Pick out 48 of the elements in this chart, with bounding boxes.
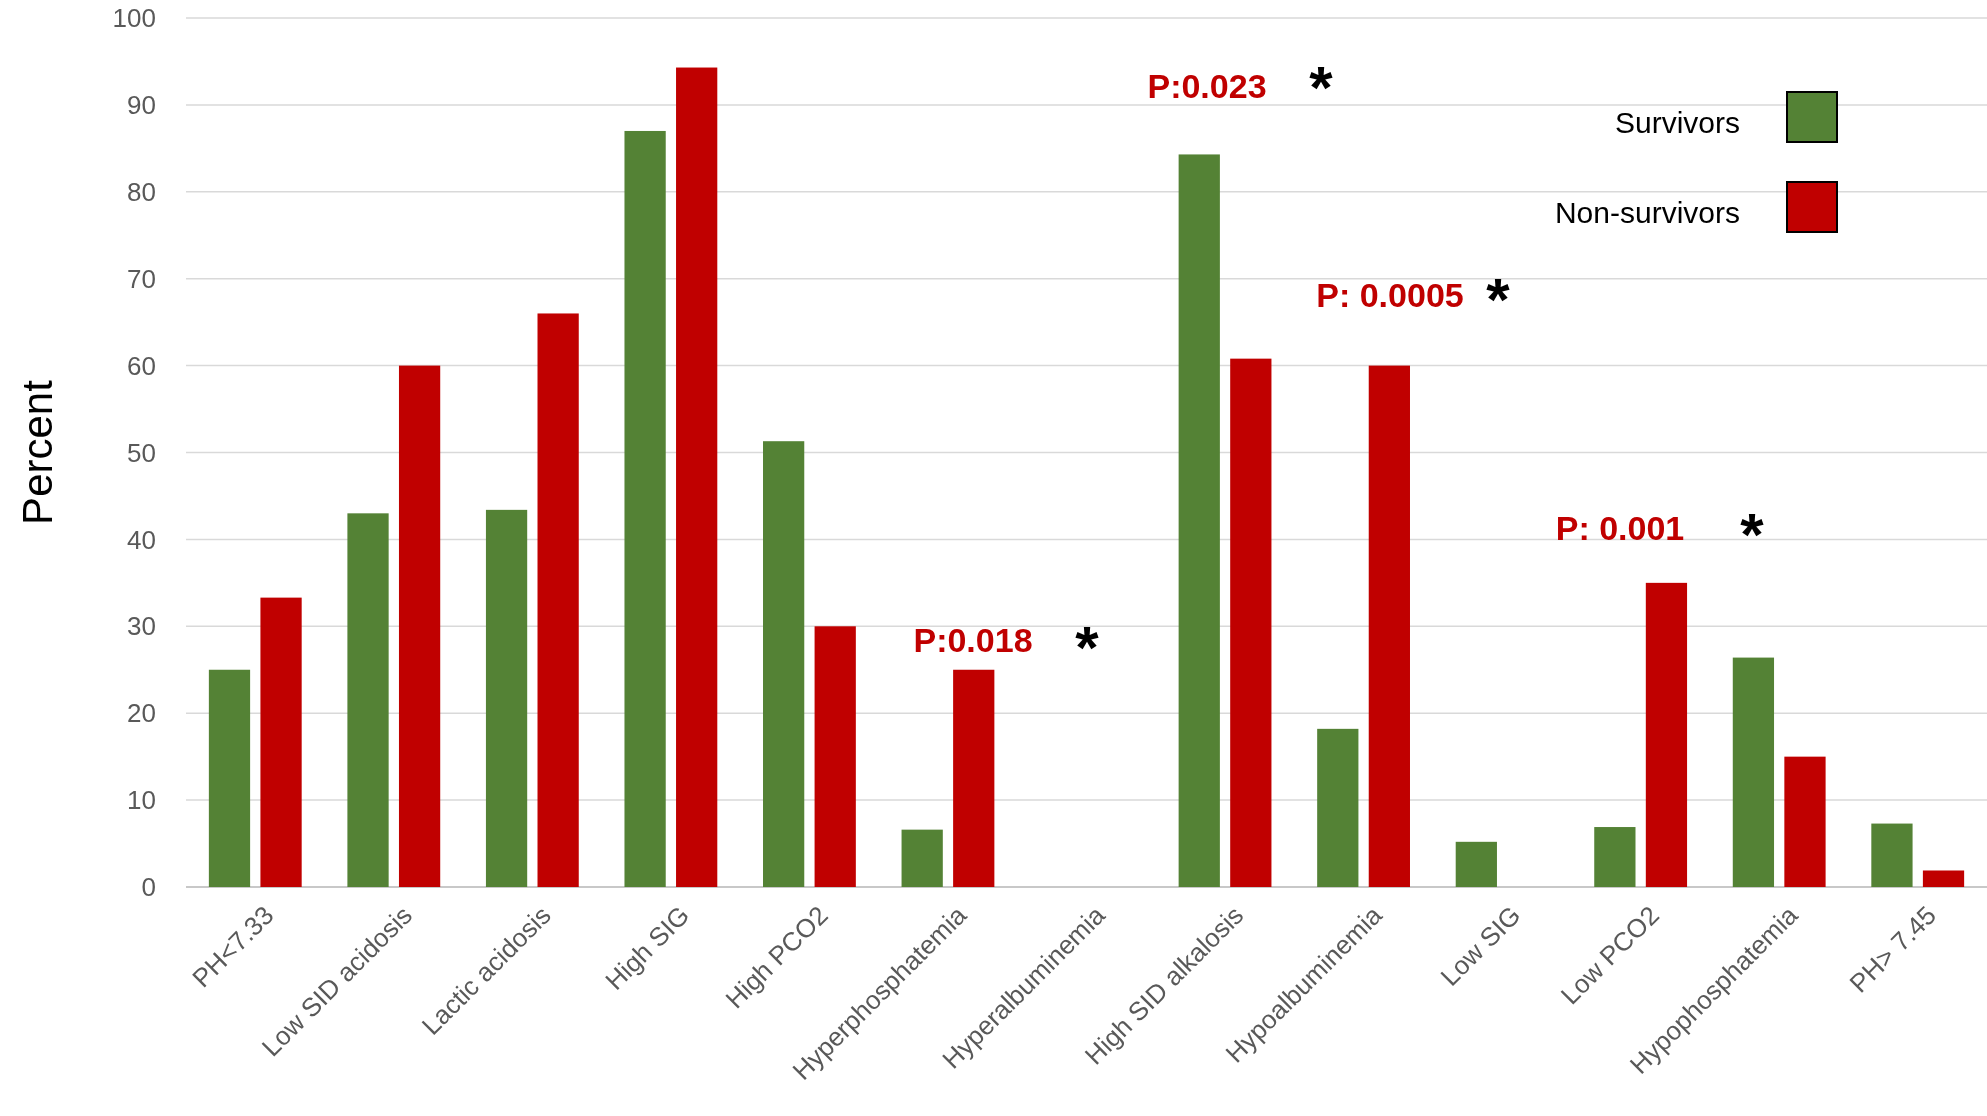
legend-label: Non-survivors	[1554, 195, 1740, 229]
y-tick-label: 90	[127, 90, 156, 120]
bar	[814, 626, 856, 887]
bar	[1784, 756, 1826, 887]
x-tick-label: PH> 7.45	[1843, 900, 1942, 999]
y-tick-label: 80	[127, 176, 156, 207]
bar	[676, 67, 718, 887]
bar	[1922, 870, 1965, 887]
y-tick-label: 10	[127, 785, 156, 816]
bar	[1317, 728, 1359, 887]
bar	[208, 669, 251, 887]
legend-label: Survivors	[1614, 105, 1740, 139]
bar	[1871, 823, 1913, 887]
bar	[624, 130, 666, 887]
bar	[1645, 582, 1688, 887]
y-tick-label: 60	[127, 350, 156, 381]
bar	[953, 669, 995, 887]
annotation: *	[1486, 266, 1511, 333]
bar	[901, 829, 943, 887]
bar	[260, 597, 302, 887]
y-tick-label: 100	[112, 3, 156, 34]
bar	[537, 313, 579, 887]
bar	[1368, 365, 1410, 887]
annotation: P: 0.001	[1555, 509, 1685, 547]
x-tick-label: High SIG	[599, 900, 696, 996]
bar	[1732, 657, 1775, 887]
bar	[1230, 358, 1272, 887]
annotation: *	[1075, 614, 1100, 681]
y-tick-label: 30	[127, 611, 156, 642]
y-tick-label: 20	[127, 698, 156, 729]
bar	[1455, 841, 1497, 887]
y-tick-label: 70	[127, 263, 156, 294]
y-axis-title: Percent	[14, 379, 61, 525]
bar	[763, 441, 805, 887]
bar	[1594, 827, 1636, 887]
y-tick-label: 40	[127, 524, 156, 555]
annotation: *	[1740, 501, 1765, 568]
annotation: P:0.023	[1147, 67, 1267, 105]
x-tick-label: Low SIG	[1434, 900, 1527, 992]
bar	[347, 513, 389, 887]
annotation: *	[1309, 54, 1334, 121]
y-tick-label: 0	[141, 872, 156, 903]
y-tick-label: 50	[127, 437, 156, 468]
annotation: P:0.018	[913, 621, 1033, 659]
bar	[1178, 154, 1220, 887]
annotation: P: 0.0005	[1316, 276, 1464, 314]
bar	[398, 365, 441, 887]
bar	[485, 509, 528, 887]
